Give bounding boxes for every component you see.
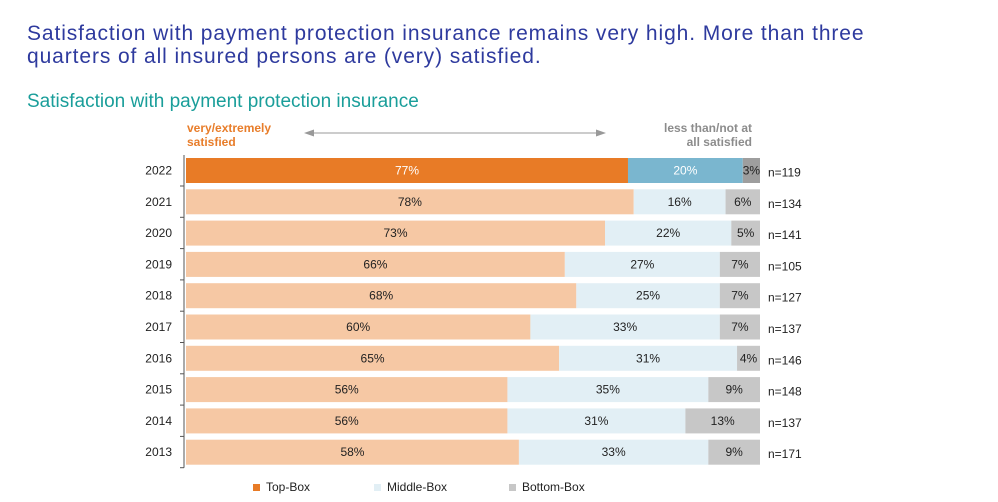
year-label: 2020 (145, 226, 172, 240)
bar-segment-top (186, 345, 560, 371)
bar-segment-top (186, 189, 634, 215)
n-label: n=119 (768, 166, 801, 180)
n-label: n=171 (768, 447, 802, 461)
value-label-bottom: 4% (740, 351, 758, 365)
year-label: 2017 (145, 320, 172, 334)
bar-segment-top (186, 408, 508, 434)
value-label-bottom: 9% (725, 445, 743, 459)
legend-swatch-top (253, 483, 260, 491)
year-label: 2022 (145, 164, 172, 178)
bar-segment-bottom (719, 283, 760, 309)
value-label-bottom: 7% (731, 289, 749, 303)
value-label-top: 56% (335, 383, 359, 397)
value-label-top: 68% (369, 289, 393, 303)
bar-segment-middle (518, 439, 709, 465)
bar-segment-bottom (708, 377, 760, 403)
value-label-middle: 20% (673, 164, 697, 178)
bar-segment-bottom (737, 345, 760, 371)
n-label: n=137 (768, 416, 802, 430)
value-label-bottom: 5% (737, 226, 755, 240)
chart-title: Satisfaction with payment protection ins… (27, 91, 419, 112)
n-label: n=141 (768, 228, 802, 242)
bar-segment-bottom (719, 251, 760, 277)
n-label: n=105 (768, 259, 802, 273)
n-label: n=146 (768, 353, 802, 367)
year-label: 2015 (145, 383, 172, 397)
headline: Satisfaction with payment protection ins… (27, 22, 865, 68)
year-label: 2019 (145, 257, 172, 271)
header-not-satisfied: less than/not at all satisfied (663, 121, 752, 149)
legend-bottom-box: Bottom-Box (509, 480, 585, 494)
year-label: 2014 (145, 414, 172, 428)
value-label-top: 78% (398, 195, 422, 209)
n-label: n=134 (768, 197, 802, 211)
value-label-top: 73% (383, 226, 407, 240)
value-label-top: 58% (340, 445, 364, 459)
value-label-middle: 35% (596, 383, 620, 397)
value-label-bottom: 7% (731, 320, 749, 334)
bar-segment-middle (576, 283, 720, 309)
value-label-bottom: 3% (743, 164, 761, 178)
value-label-top: 66% (363, 257, 387, 271)
year-label: 2018 (145, 289, 172, 303)
year-label: 2021 (145, 195, 172, 209)
bar-segment-top (186, 158, 628, 183)
value-label-middle: 31% (636, 351, 660, 365)
bar-segment-bottom (685, 408, 760, 434)
value-label-bottom: 9% (725, 383, 743, 397)
bar-segment-bottom (742, 158, 760, 183)
bar-segment-top (186, 439, 519, 465)
bar-segment-top (186, 283, 577, 309)
n-label: n=148 (768, 385, 802, 399)
value-label-middle: 33% (613, 320, 637, 334)
value-label-top: 56% (335, 414, 359, 428)
legend-label-top: Top-Box (266, 480, 311, 494)
bar-segment-middle (633, 189, 726, 215)
bar-segment-bottom (708, 439, 760, 465)
value-label-top: 77% (395, 164, 419, 178)
year-label: 2013 (145, 445, 172, 459)
n-label: n=127 (768, 291, 802, 305)
bar-segment-middle (507, 408, 686, 434)
value-label-middle: 16% (668, 195, 692, 209)
legend-middle-box: Middle-Box (374, 480, 447, 494)
bar-segment-middle (507, 377, 709, 403)
bar-segment-top (186, 314, 531, 340)
value-label-middle: 27% (630, 257, 654, 271)
value-label-bottom: 6% (734, 195, 752, 209)
legend-label-middle: Middle-Box (387, 480, 448, 494)
legend-top-box: Top-Box (253, 480, 310, 494)
value-label-middle: 25% (636, 289, 660, 303)
legend-swatch-middle (374, 483, 381, 491)
value-label-bottom: 13% (711, 414, 735, 428)
value-label-top: 60% (346, 320, 370, 334)
value-label-bottom: 7% (731, 257, 749, 271)
bar-segment-bottom (731, 220, 760, 246)
value-label-middle: 33% (602, 445, 626, 459)
bar-segment-bottom (719, 314, 760, 340)
bar-segment-middle (559, 345, 738, 371)
bar-segment-middle (530, 314, 720, 340)
double-arrow-icon (304, 129, 606, 137)
bar-segment-top (186, 220, 606, 246)
bar-segment-middle (605, 220, 732, 246)
header-satisfied: very/extremely satisfied (187, 121, 272, 149)
bar-segment-bottom (725, 189, 760, 215)
value-label-top: 65% (361, 351, 385, 365)
bar-segment-top (186, 251, 565, 277)
bar-segment-top (186, 377, 508, 403)
n-label: n=137 (768, 322, 802, 336)
bar-segment-middle (564, 251, 720, 277)
year-label: 2016 (145, 351, 172, 365)
bar-segment-middle (627, 158, 743, 183)
value-label-middle: 22% (656, 226, 680, 240)
legend-swatch-bottom (509, 483, 516, 491)
legend-label-bottom: Bottom-Box (522, 480, 585, 494)
value-label-middle: 31% (584, 414, 608, 428)
